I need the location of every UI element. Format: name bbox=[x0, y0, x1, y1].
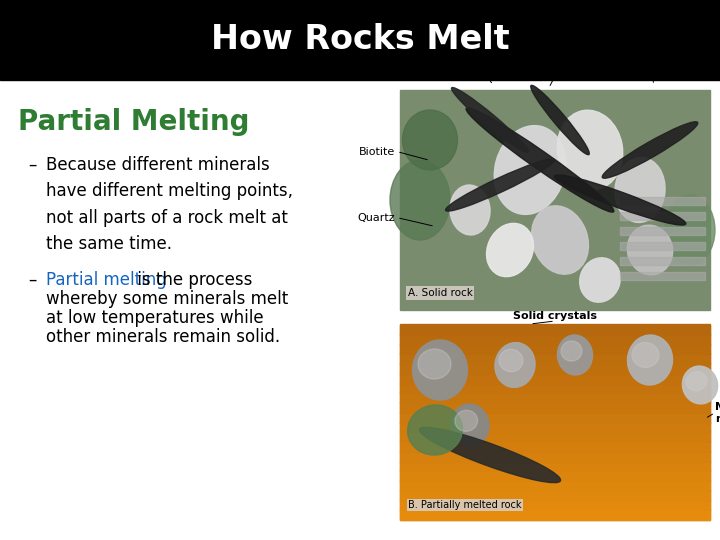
Text: Partial Melting: Partial Melting bbox=[18, 108, 250, 136]
Text: Quartz: Quartz bbox=[357, 213, 395, 222]
Ellipse shape bbox=[499, 349, 523, 372]
Ellipse shape bbox=[494, 126, 566, 214]
Text: K-feldspar: K-feldspar bbox=[616, 52, 680, 62]
Ellipse shape bbox=[554, 175, 686, 225]
Ellipse shape bbox=[450, 185, 490, 235]
Ellipse shape bbox=[418, 349, 451, 379]
Text: Biotite: Biotite bbox=[359, 146, 395, 157]
Text: Because different minerals
have different melting points,
not all parts of a roc: Because different minerals have differen… bbox=[46, 156, 293, 253]
Ellipse shape bbox=[557, 335, 593, 375]
Ellipse shape bbox=[420, 427, 561, 483]
Bar bbox=[400, 382, 710, 393]
Bar bbox=[400, 500, 710, 510]
Ellipse shape bbox=[615, 158, 665, 222]
Text: How Rocks Melt: How Rocks Melt bbox=[211, 23, 509, 57]
Ellipse shape bbox=[627, 225, 672, 275]
Bar bbox=[400, 325, 710, 520]
Ellipse shape bbox=[531, 206, 588, 274]
Ellipse shape bbox=[683, 366, 718, 404]
Text: Molten
rock: Molten rock bbox=[715, 402, 720, 423]
Ellipse shape bbox=[580, 258, 621, 302]
Bar bbox=[400, 90, 710, 310]
Bar bbox=[400, 411, 710, 422]
Text: at low temperatures while: at low temperatures while bbox=[46, 309, 264, 327]
Ellipse shape bbox=[413, 340, 467, 400]
Ellipse shape bbox=[455, 410, 477, 431]
Text: B. Partially melted rock: B. Partially melted rock bbox=[408, 500, 521, 510]
Bar bbox=[400, 431, 710, 442]
Text: Plagioclase: Plagioclase bbox=[442, 52, 513, 62]
Bar bbox=[400, 343, 710, 354]
Text: is the process: is the process bbox=[132, 271, 253, 289]
Ellipse shape bbox=[531, 85, 589, 154]
Bar bbox=[400, 509, 710, 520]
Text: –: – bbox=[28, 271, 37, 289]
Text: –: – bbox=[28, 156, 37, 174]
Bar bbox=[400, 402, 710, 413]
Ellipse shape bbox=[632, 342, 659, 368]
Bar bbox=[400, 373, 710, 383]
Ellipse shape bbox=[446, 159, 554, 211]
Bar bbox=[400, 451, 710, 462]
Ellipse shape bbox=[495, 342, 535, 387]
Text: Solid crystals: Solid crystals bbox=[513, 311, 597, 321]
Ellipse shape bbox=[665, 195, 715, 265]
Bar bbox=[400, 334, 710, 345]
Bar bbox=[400, 422, 710, 432]
Text: Hornblende: Hornblende bbox=[518, 66, 591, 76]
Ellipse shape bbox=[390, 160, 450, 240]
Ellipse shape bbox=[561, 341, 582, 361]
Bar bbox=[400, 470, 710, 481]
Bar bbox=[400, 441, 710, 452]
Bar bbox=[400, 363, 710, 374]
Ellipse shape bbox=[627, 335, 672, 385]
Ellipse shape bbox=[451, 87, 528, 152]
Bar bbox=[400, 392, 710, 403]
Bar bbox=[400, 324, 710, 335]
Text: A. Solid rock: A. Solid rock bbox=[408, 288, 473, 298]
Ellipse shape bbox=[686, 372, 707, 391]
Ellipse shape bbox=[602, 122, 698, 178]
Bar bbox=[0, 0, 720, 80]
Ellipse shape bbox=[451, 404, 489, 446]
Ellipse shape bbox=[408, 405, 462, 455]
Bar bbox=[400, 480, 710, 491]
Bar bbox=[620, 242, 705, 250]
Bar bbox=[620, 197, 705, 205]
Bar bbox=[620, 212, 705, 220]
Bar bbox=[620, 227, 705, 235]
Bar bbox=[620, 272, 705, 280]
Ellipse shape bbox=[487, 224, 534, 276]
Bar bbox=[400, 461, 710, 471]
Text: Partial melting: Partial melting bbox=[46, 271, 167, 289]
Text: other minerals remain solid.: other minerals remain solid. bbox=[46, 328, 280, 346]
Ellipse shape bbox=[466, 108, 614, 212]
Bar bbox=[400, 353, 710, 364]
Bar bbox=[400, 490, 710, 501]
Ellipse shape bbox=[402, 110, 457, 170]
Text: whereby some minerals melt: whereby some minerals melt bbox=[46, 290, 288, 308]
Ellipse shape bbox=[557, 110, 623, 190]
Bar bbox=[620, 257, 705, 265]
